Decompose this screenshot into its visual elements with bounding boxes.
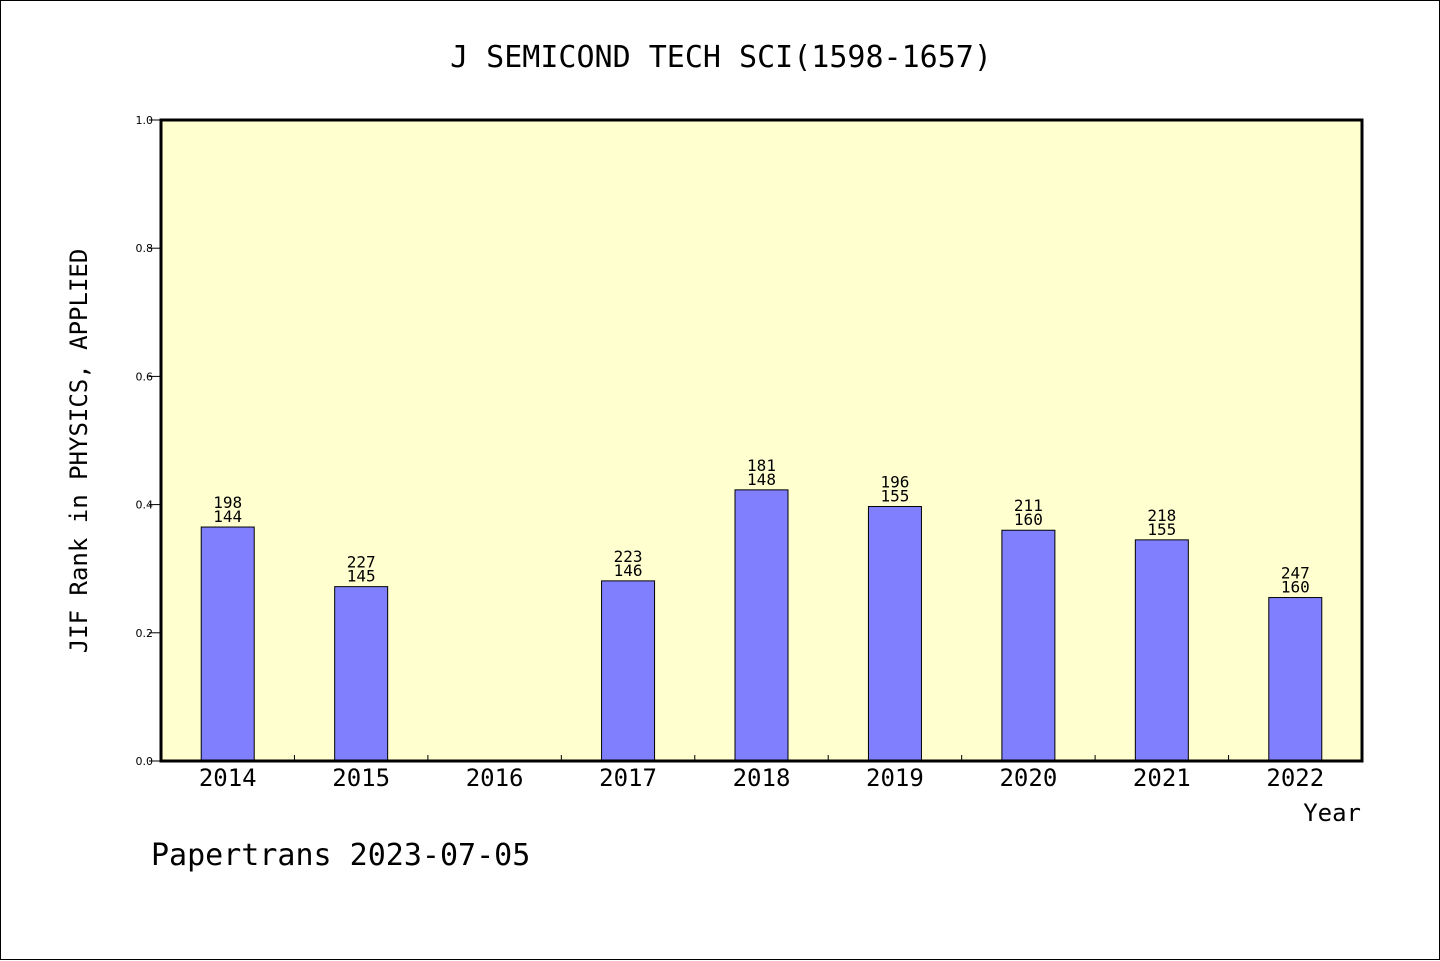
bar-2020	[1001, 529, 1056, 762]
data-label-bottom: 144	[213, 507, 242, 526]
data-label-bottom: 160	[1014, 510, 1043, 529]
data-label-top: 227	[347, 553, 376, 572]
chart-title: J SEMICOND TECH SCI(1598-1657)	[450, 40, 992, 75]
x-tick-label: 2014	[199, 764, 257, 792]
footer-text: Papertrans 2023-07-05	[151, 838, 530, 873]
bar-2014	[200, 526, 255, 762]
data-label-top: 223	[614, 547, 643, 566]
y-tick-label: 0.4	[136, 499, 154, 512]
x-tick-label: 2018	[733, 764, 791, 792]
data-label-bottom: 146	[614, 561, 643, 580]
x-tick-label: 2021	[1133, 764, 1191, 792]
bar-2022	[1268, 597, 1323, 762]
x-tick-label: 2017	[599, 764, 657, 792]
y-tick-label: 0.0	[136, 755, 154, 768]
data-label-bottom: 155	[1147, 520, 1176, 539]
x-tick-label: 2015	[332, 764, 390, 792]
x-tick-label: 2020	[999, 764, 1057, 792]
bar-2015	[334, 586, 389, 762]
x-axis-label: Year	[1303, 799, 1361, 827]
bar-2019	[867, 506, 922, 762]
data-label-top: 196	[880, 473, 909, 492]
y-tick-label: 0.6	[136, 370, 154, 383]
bar-2021	[1134, 539, 1189, 762]
y-tick-label: 0.2	[136, 627, 154, 640]
data-label-bottom: 145	[347, 567, 376, 586]
data-label-bottom: 148	[747, 470, 776, 489]
data-label-top: 247	[1281, 564, 1310, 583]
y-tick-label: 0.8	[136, 242, 154, 255]
x-tick-label: 2016	[466, 764, 524, 792]
x-tick-label: 2019	[866, 764, 924, 792]
data-label-top: 218	[1147, 506, 1176, 525]
bar-2018	[734, 489, 789, 762]
data-label-bottom: 155	[880, 487, 909, 506]
y-axis-label: JIF Rank in PHYSICS, APPLIED	[65, 249, 93, 654]
data-label-top: 211	[1014, 496, 1043, 515]
x-tick-label: 2022	[1266, 764, 1324, 792]
bar-2017	[601, 580, 656, 762]
data-label-bottom: 160	[1281, 578, 1310, 597]
data-label-top: 198	[213, 493, 242, 512]
plot-border	[159, 118, 1364, 763]
data-label-top: 181	[747, 456, 776, 475]
y-tick-label: 1.0	[136, 114, 154, 127]
